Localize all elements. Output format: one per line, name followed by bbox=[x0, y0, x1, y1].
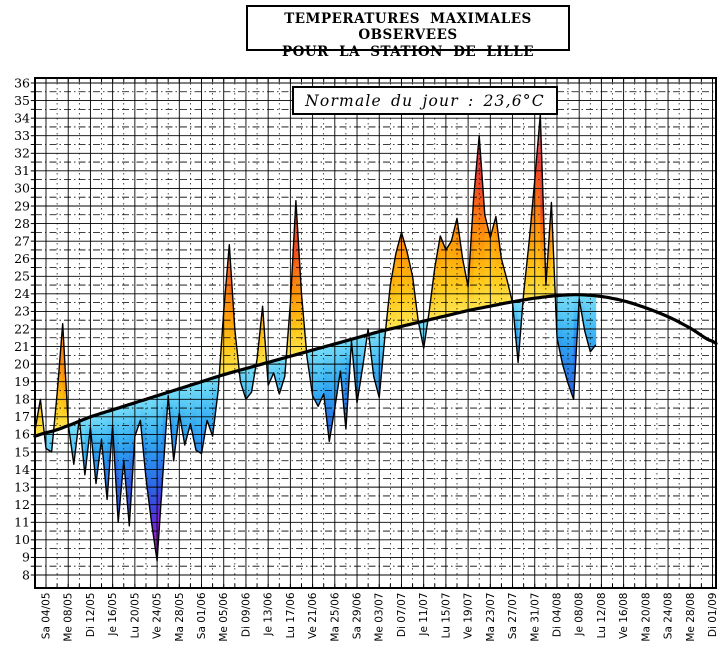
y-tick-label: 8 bbox=[22, 567, 30, 582]
x-tick-label: Di 09/06 bbox=[240, 592, 252, 637]
y-tick-label: 28 bbox=[14, 216, 30, 231]
plot-border bbox=[34, 77, 717, 589]
x-tick-label: Ma 25/06 bbox=[329, 592, 341, 641]
observed-temperature-curve bbox=[34, 113, 597, 562]
y-tick-label: 19 bbox=[14, 374, 30, 389]
gridlines bbox=[35, 78, 716, 588]
x-tick-label: Ve 24/05 bbox=[152, 593, 164, 639]
y-tick-label: 27 bbox=[14, 233, 30, 248]
x-tick-label: Ma 20/08 bbox=[640, 593, 652, 642]
x-tick-label: Ma 23/07 bbox=[485, 593, 497, 642]
y-tick-label: 26 bbox=[14, 251, 30, 266]
x-tick-label: Me 08/05 bbox=[63, 593, 75, 642]
x-tick-label: Je 08/08 bbox=[574, 593, 586, 637]
x-tick-label: Di 01/09 bbox=[707, 593, 719, 638]
y-tick-label: 31 bbox=[14, 163, 30, 178]
x-tick-label: Ve 16/08 bbox=[618, 593, 630, 639]
y-tick-label: 12 bbox=[14, 497, 30, 512]
x-tick-label: Lu 12/08 bbox=[596, 593, 608, 639]
y-tick-label: 35 bbox=[14, 93, 30, 108]
y-tick-label: 9 bbox=[22, 550, 30, 565]
x-tick-label: Ve 21/06 bbox=[307, 592, 319, 639]
x-tick-label: Lu 20/05 bbox=[129, 593, 141, 639]
x-tick-label: Je 16/05 bbox=[107, 593, 119, 637]
y-tick-label: 32 bbox=[14, 146, 30, 161]
x-tick-label: Lu 17/06 bbox=[285, 592, 297, 638]
y-tick-label: 21 bbox=[14, 339, 30, 354]
y-tick-label: 22 bbox=[14, 321, 30, 336]
x-tick-label: Sa 24/08 bbox=[663, 593, 675, 640]
y-tick-label: 11 bbox=[14, 515, 30, 530]
normale-curve bbox=[33, 293, 718, 438]
x-tick-label: Je 13/06 bbox=[263, 592, 275, 636]
y-tick-label: 14 bbox=[14, 462, 30, 477]
x-tick-label: Ve 19/07 bbox=[463, 593, 475, 639]
y-tick-label: 25 bbox=[14, 269, 30, 284]
y-tick-label: 23 bbox=[14, 304, 30, 319]
normale-annotation-label: Normale du jour : 23,6°C bbox=[305, 91, 545, 110]
x-tick-label: Me 31/07 bbox=[529, 593, 541, 642]
axis-ticks bbox=[30, 78, 713, 588]
x-tick-label: Me 03/07 bbox=[374, 593, 386, 642]
y-axis-labels: 8 9 10 11 12 13 14 15 16 17 18 19 20 21 22 23 24 25 26 27 28… bbox=[14, 75, 30, 582]
x-tick-label: Di 12/05 bbox=[85, 593, 97, 638]
x-tick-label: Di 07/07 bbox=[396, 593, 408, 638]
y-tick-label: 18 bbox=[14, 392, 30, 407]
x-tick-label: Lu 15/07 bbox=[440, 593, 452, 639]
normale-annotation-box: Normale du jour : 23,6°C bbox=[292, 86, 558, 115]
y-tick-label: 29 bbox=[14, 198, 30, 213]
x-tick-label: Di 04/08 bbox=[552, 593, 564, 638]
y-tick-label: 15 bbox=[14, 444, 30, 459]
y-tick-label: 13 bbox=[14, 479, 30, 494]
chart-title-line2: POUR LA STATION DE LILLE bbox=[281, 44, 534, 60]
y-tick-label: 20 bbox=[14, 356, 30, 371]
y-tick-label: 10 bbox=[14, 532, 30, 547]
chart-title-box: TEMPERATURES MAXIMALES OBSERVEES POUR LA… bbox=[246, 5, 570, 60]
y-tick-label: 36 bbox=[14, 75, 30, 90]
y-tick-label: 17 bbox=[14, 409, 30, 424]
y-tick-label: 34 bbox=[14, 110, 30, 125]
y-tick-label: 16 bbox=[14, 427, 30, 442]
x-tick-label: Me 28/08 bbox=[685, 593, 697, 642]
x-tick-label: Sa 27/07 bbox=[507, 593, 519, 640]
x-tick-label: Ma 28/05 bbox=[174, 593, 186, 642]
y-tick-label: 24 bbox=[14, 286, 30, 301]
chart-title-line1: TEMPERATURES MAXIMALES OBSERVEES bbox=[284, 11, 532, 43]
y-tick-label: 33 bbox=[14, 128, 30, 143]
y-tick-label: 30 bbox=[14, 181, 30, 196]
x-axis-labels: Sa 04/05 Me 08/05 Di 12/05 Je 16/05 Lu 20/05… bbox=[41, 592, 720, 641]
x-tick-label: Sa 01/06 bbox=[196, 592, 208, 639]
x-tick-label: Me 05/06 bbox=[218, 592, 230, 641]
x-tick-label: Sa 04/05 bbox=[41, 593, 53, 640]
x-tick-label: Sa 29/06 bbox=[352, 592, 364, 639]
x-tick-label: Je 11/07 bbox=[418, 593, 430, 637]
